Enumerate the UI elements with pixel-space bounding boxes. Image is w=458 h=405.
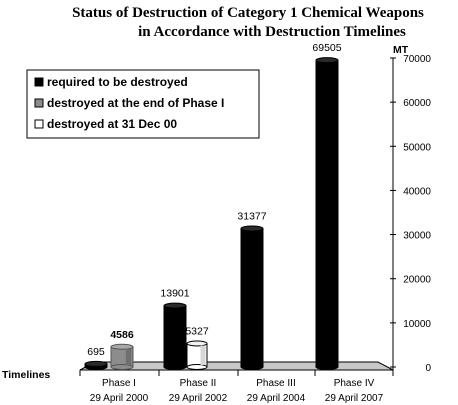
data-label-0-0: 695 [87, 346, 105, 358]
y-tick-label-1: 10000 [403, 319, 431, 330]
y-tick-label-5: 50000 [403, 142, 431, 153]
category-label-2-line2: 29 April 2004 [247, 393, 306, 404]
y-tick-label-6: 60000 [403, 98, 431, 109]
data-label-2-1: 5327 [185, 325, 209, 337]
chart-subtitle: in Accordance with Destruction Timelines [138, 24, 406, 40]
bar-1-0-base [110, 364, 134, 370]
y-tick-label-0: 0 [425, 363, 431, 374]
y-unit-label: MT [393, 44, 409, 56]
bar-0-2 [240, 225, 264, 370]
y-tick-label-7: 70000 [403, 54, 431, 65]
bar-2-1 [186, 340, 208, 370]
data-label-1-0: 4586 [110, 329, 134, 341]
legend-swatch-required [34, 77, 44, 87]
bar-2-1-base [186, 364, 208, 370]
x-tick-group [79, 370, 394, 376]
data-label-0-2: 31377 [237, 210, 266, 222]
legend-label-dec00: destroyed at 31 Dec 00 [47, 117, 177, 131]
bar-0-3-top [315, 57, 339, 64]
bar-0-2-base [240, 364, 264, 370]
bar-0-2-body [240, 227, 264, 368]
bar-1-0-shade [125, 348, 132, 365]
legend-swatch-dec00 [34, 119, 44, 129]
bar-2-1-top [186, 340, 208, 347]
legend-box [26, 69, 260, 139]
category-label-0-line1: Phase I [102, 378, 136, 389]
category-label-2-line1: Phase III [256, 378, 295, 389]
category-label-1-line1: Phase II [180, 378, 217, 389]
category-label-3-line1: Phase IV [334, 378, 375, 389]
bar-1-0-top [110, 343, 134, 350]
legend-swatch-phase1 [34, 98, 44, 108]
bar-0-3-base [315, 364, 339, 370]
data-label-0-1: 13901 [160, 288, 189, 300]
bar-1-0 [110, 343, 134, 370]
bar-0-0-top [84, 360, 108, 367]
category-label-0-line2: 29 April 2000 [90, 393, 149, 404]
legend-label-required: required to be destroyed [47, 75, 188, 89]
bar-group [84, 57, 339, 370]
bar-0-1 [163, 302, 187, 370]
bar-0-1-base [163, 364, 187, 370]
y-tick-label-4: 40000 [403, 186, 431, 197]
bar-0-0 [84, 360, 108, 370]
bar-0-2-top [240, 225, 264, 232]
legend-label-phase1: destroyed at the end of Phase I [47, 96, 224, 110]
chart-title: Status of Destruction of Category 1 Chem… [72, 5, 424, 21]
bar-0-3 [315, 57, 339, 370]
category-label-group: Phase I 29 April 2000 Phase II 29 April 200… [90, 378, 384, 404]
legend: required to be destroyed destroyed at th… [26, 69, 260, 139]
y-tick-group: 0 10000 20000 30000 40000 50000 60000 70000 [390, 54, 431, 374]
data-label-group: 695 4586 13901 5327 31377 69505 [87, 42, 342, 358]
bar-2-1-shade [200, 345, 206, 365]
bar-0-3-body [315, 59, 339, 368]
bar-0-1-top [163, 302, 187, 309]
bar-0-1-body [163, 305, 187, 368]
y-tick-label-2: 20000 [403, 275, 431, 286]
data-label-0-3: 69505 [312, 42, 341, 54]
category-label-1-line2: 29 April 2002 [169, 393, 228, 404]
y-tick-label-3: 30000 [403, 231, 431, 242]
x-axis-label: Timelines [2, 369, 50, 381]
category-label-3-line2: 29 April 2007 [325, 393, 384, 404]
